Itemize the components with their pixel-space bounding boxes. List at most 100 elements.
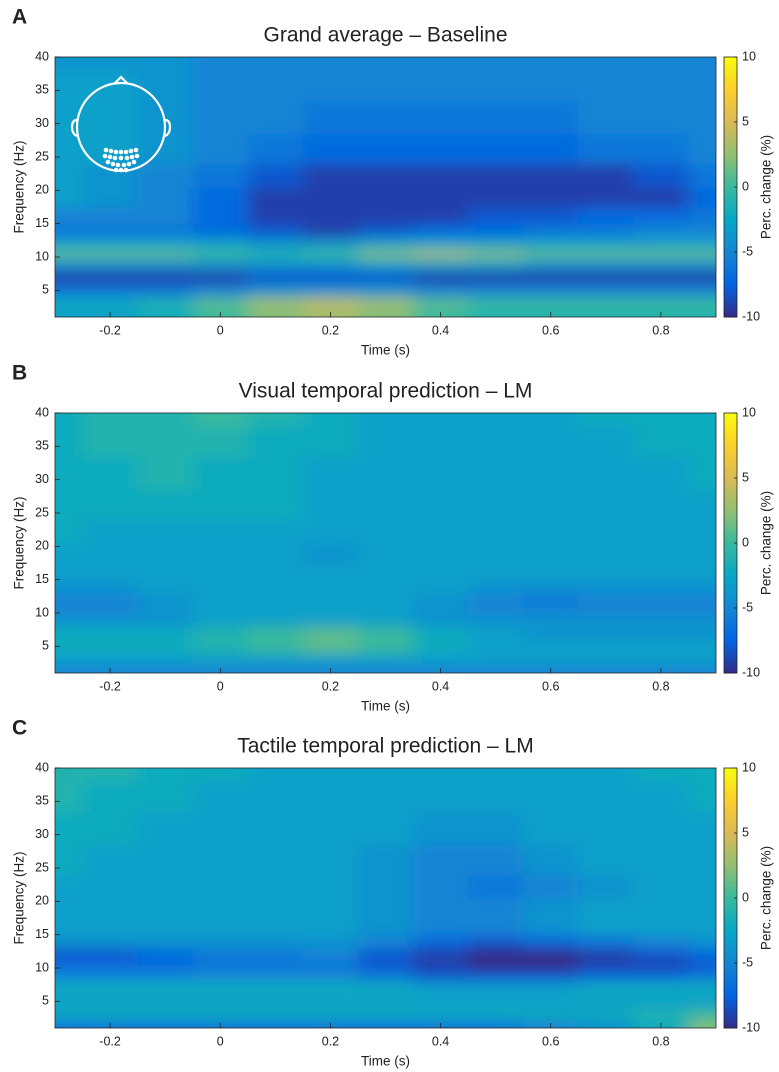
cell [578, 283, 634, 298]
cell [247, 604, 304, 616]
cell [357, 297, 414, 310]
cell [578, 844, 634, 876]
cell [523, 918, 579, 936]
cell [55, 994, 84, 1009]
colorbar-step [724, 461, 737, 467]
cell [633, 456, 689, 491]
cell [578, 563, 634, 581]
cell [247, 519, 304, 544]
cell [523, 543, 579, 564]
cell [468, 413, 524, 427]
colorbar-step [724, 603, 737, 609]
cell [688, 811, 716, 846]
cell [688, 57, 716, 71]
colorbar-step [724, 983, 737, 988]
cell [302, 898, 359, 919]
y-tick-label: 25 [35, 505, 49, 519]
cell [302, 959, 359, 971]
cell [468, 426, 524, 457]
colorbar-step [724, 612, 737, 617]
cell [247, 187, 304, 208]
cell [357, 308, 414, 317]
cell [633, 994, 689, 1009]
cell [137, 308, 194, 317]
cell [578, 969, 634, 982]
colorbar-step [724, 1011, 737, 1017]
cell [137, 563, 194, 581]
colorbar-step [724, 61, 737, 66]
cell [523, 844, 579, 876]
colorbar-step [724, 449, 737, 455]
cell [688, 163, 716, 188]
cell [82, 70, 139, 101]
cell [523, 187, 579, 208]
cell [468, 898, 524, 919]
cell [247, 593, 304, 606]
cell [633, 614, 689, 627]
cell [247, 413, 304, 427]
cell [413, 297, 469, 310]
cell [55, 413, 84, 427]
cell [82, 413, 139, 427]
cell [688, 626, 716, 641]
cell [247, 898, 304, 919]
cell [247, 563, 304, 581]
cell [357, 959, 414, 971]
y-tick-label: 10 [35, 249, 49, 263]
cell [633, 413, 689, 427]
y-tick-label: 30 [35, 472, 49, 486]
cell [523, 614, 579, 627]
cell [82, 934, 139, 949]
cell [302, 413, 359, 427]
y-tick-label: 40 [35, 405, 49, 419]
cell [468, 934, 524, 949]
cell [413, 283, 469, 298]
cell [633, 1008, 689, 1021]
cell [688, 187, 716, 208]
cell [523, 163, 579, 188]
cell [247, 133, 304, 165]
cell [192, 994, 249, 1009]
cell [137, 207, 194, 225]
cell [523, 781, 579, 812]
cell [523, 297, 579, 310]
cell [247, 426, 304, 457]
cell [578, 948, 634, 961]
x-tick-label: 0 [217, 1034, 224, 1048]
cell [468, 297, 524, 310]
cell [633, 519, 689, 544]
cell [633, 898, 689, 919]
cell [55, 918, 84, 936]
colorbar-tick-label: 5 [742, 470, 749, 484]
colorbar-label: Perc. change (%) [759, 846, 774, 950]
colorbar-step [724, 906, 737, 911]
colorbar-step [724, 417, 737, 422]
cell [82, 456, 139, 491]
cell [523, 519, 579, 544]
cell [578, 308, 634, 317]
colorbar-step [724, 227, 737, 233]
colorbar-step [724, 898, 737, 903]
cell [55, 1019, 84, 1028]
colorbar-step [724, 837, 737, 842]
colorbar-step [724, 664, 737, 670]
cell [413, 604, 469, 616]
cell [578, 237, 634, 250]
cell [247, 57, 304, 71]
colorbar-tick-label: 0 [742, 535, 749, 549]
cell [137, 579, 194, 594]
cell [413, 563, 469, 581]
chart-title: Tactile temporal prediction – LM [237, 735, 533, 758]
cell [688, 969, 716, 982]
cell [578, 489, 634, 521]
cell [578, 456, 634, 491]
cell [688, 308, 716, 317]
cell [633, 563, 689, 581]
cell [357, 604, 414, 616]
cell [413, 579, 469, 594]
cell [578, 981, 634, 996]
cell [137, 653, 194, 666]
cell [357, 1008, 414, 1021]
colorbar-step [724, 656, 737, 662]
cell [523, 959, 579, 971]
